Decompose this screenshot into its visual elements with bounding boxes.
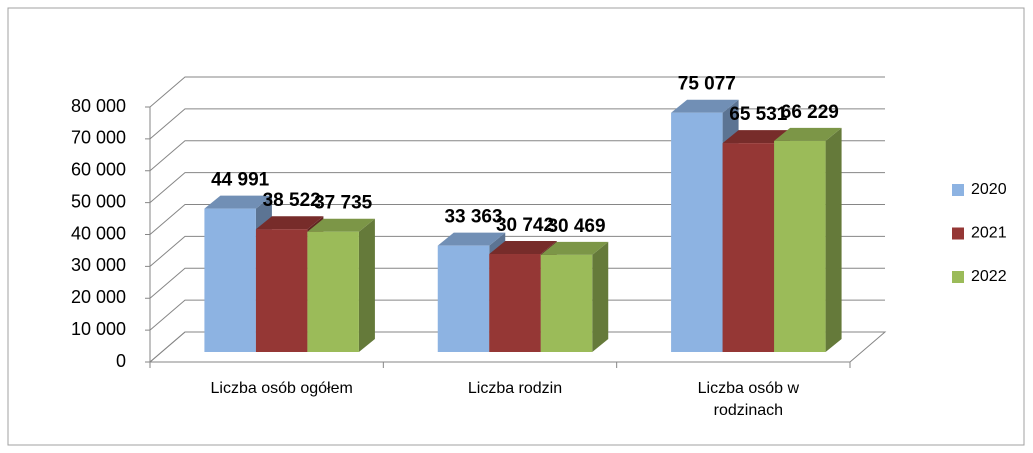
bar-top [204, 195, 272, 209]
legend-label: 2020 [971, 181, 1007, 198]
bar-top [774, 127, 842, 141]
value-label: 66 229 [781, 102, 839, 123]
bar [255, 229, 308, 352]
bar-side [358, 218, 375, 352]
bar [722, 143, 775, 352]
value-label: 37 735 [314, 193, 373, 214]
x-tick-label: Liczba osób w rodzinach [697, 380, 800, 419]
value-label: 30 742 [496, 215, 554, 236]
bar [489, 254, 541, 352]
bar-top [255, 216, 324, 230]
bar-side [825, 127, 842, 352]
bar [307, 231, 359, 352]
bar [671, 112, 723, 352]
x-tick-label: Liczba rodzin [467, 380, 563, 397]
y-tick-label: 50 000 [71, 191, 126, 211]
chart-border [7, 7, 1025, 446]
y-tick-label: 40 000 [71, 223, 126, 243]
bar-top [540, 241, 609, 255]
grid-line [149, 299, 885, 331]
value-label: 38 522 [263, 190, 321, 211]
bar-side [592, 241, 609, 352]
bar [204, 208, 256, 352]
bar [437, 245, 490, 352]
legend-swatch [952, 227, 964, 240]
y-tick-label: 10 000 [71, 319, 126, 339]
value-label: 75 077 [678, 74, 736, 95]
legend-swatch [952, 184, 964, 196]
value-label: 33 363 [444, 207, 502, 228]
grid-line [149, 267, 885, 299]
value-label: 30 469 [547, 216, 605, 237]
y-tick-label: 70 000 [71, 128, 126, 148]
bar-top [307, 218, 375, 232]
y-tick-label: 60 000 [71, 160, 126, 180]
grid-line [149, 172, 885, 204]
y-tick-label: 20 000 [71, 287, 126, 307]
grid-line [149, 235, 885, 267]
legend-label: 2021 [971, 225, 1007, 242]
x-tick-label: Liczba osób ogółem [210, 380, 353, 397]
value-label: 65 531 [729, 104, 788, 125]
y-tick-label: 0 [116, 351, 126, 371]
grid-line [149, 76, 885, 108]
bar-top [671, 99, 739, 113]
grid-line [149, 204, 885, 235]
bar-top [722, 130, 791, 144]
grid-line [149, 331, 885, 363]
legend-label: 2022 [971, 268, 1007, 285]
value-label: 44 991 [211, 170, 270, 191]
bar [774, 140, 826, 352]
bar [540, 254, 593, 352]
bar-top [489, 241, 557, 255]
y-tick-label: 30 000 [71, 255, 126, 275]
legend-swatch [952, 271, 964, 283]
bar-top [437, 232, 506, 246]
grid-line [149, 108, 885, 140]
grid-line [149, 140, 885, 172]
y-tick-label: 80 000 [71, 96, 126, 116]
